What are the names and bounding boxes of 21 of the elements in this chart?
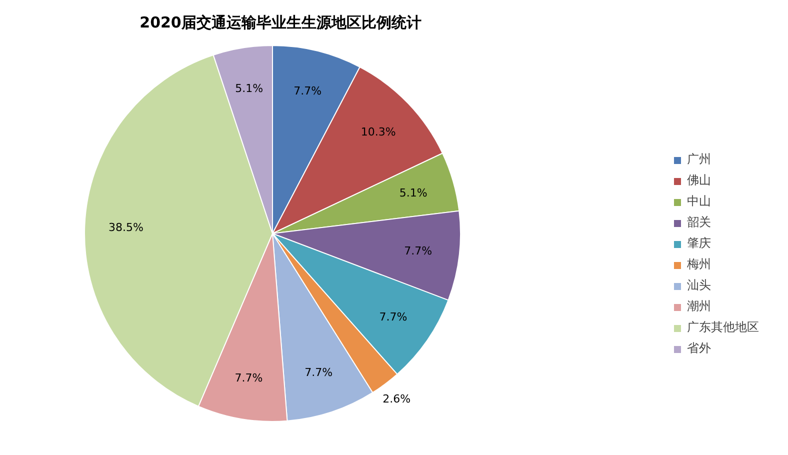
- legend-label: 广东其他地区: [687, 319, 759, 336]
- legend-label: 佛山: [687, 172, 711, 189]
- data-label: 38.5%: [108, 220, 144, 234]
- data-label: 7.7%: [404, 244, 432, 258]
- data-label: 7.7%: [294, 84, 322, 98]
- legend-label: 省外: [687, 340, 711, 357]
- data-label: 7.7%: [304, 366, 333, 380]
- legend-label: 潮州: [687, 298, 711, 315]
- data-label: 7.7%: [234, 372, 263, 385]
- chart-title: 2020届交通运输毕业生生源地区比例统计: [140, 14, 422, 32]
- legend-label: 梅州: [687, 256, 711, 273]
- data-label: 2.6%: [382, 392, 411, 406]
- legend-label: 汕头: [687, 277, 711, 294]
- legend-label: 广州: [687, 151, 711, 168]
- data-label: 7.7%: [379, 310, 408, 324]
- legend-label: 韶关: [687, 214, 711, 231]
- data-label: 10.3%: [360, 126, 396, 139]
- data-label: 5.1%: [235, 82, 264, 96]
- data-label: 5.1%: [399, 186, 428, 200]
- legend-label: 中山: [687, 193, 711, 210]
- legend-label: 肇庆: [687, 235, 711, 252]
